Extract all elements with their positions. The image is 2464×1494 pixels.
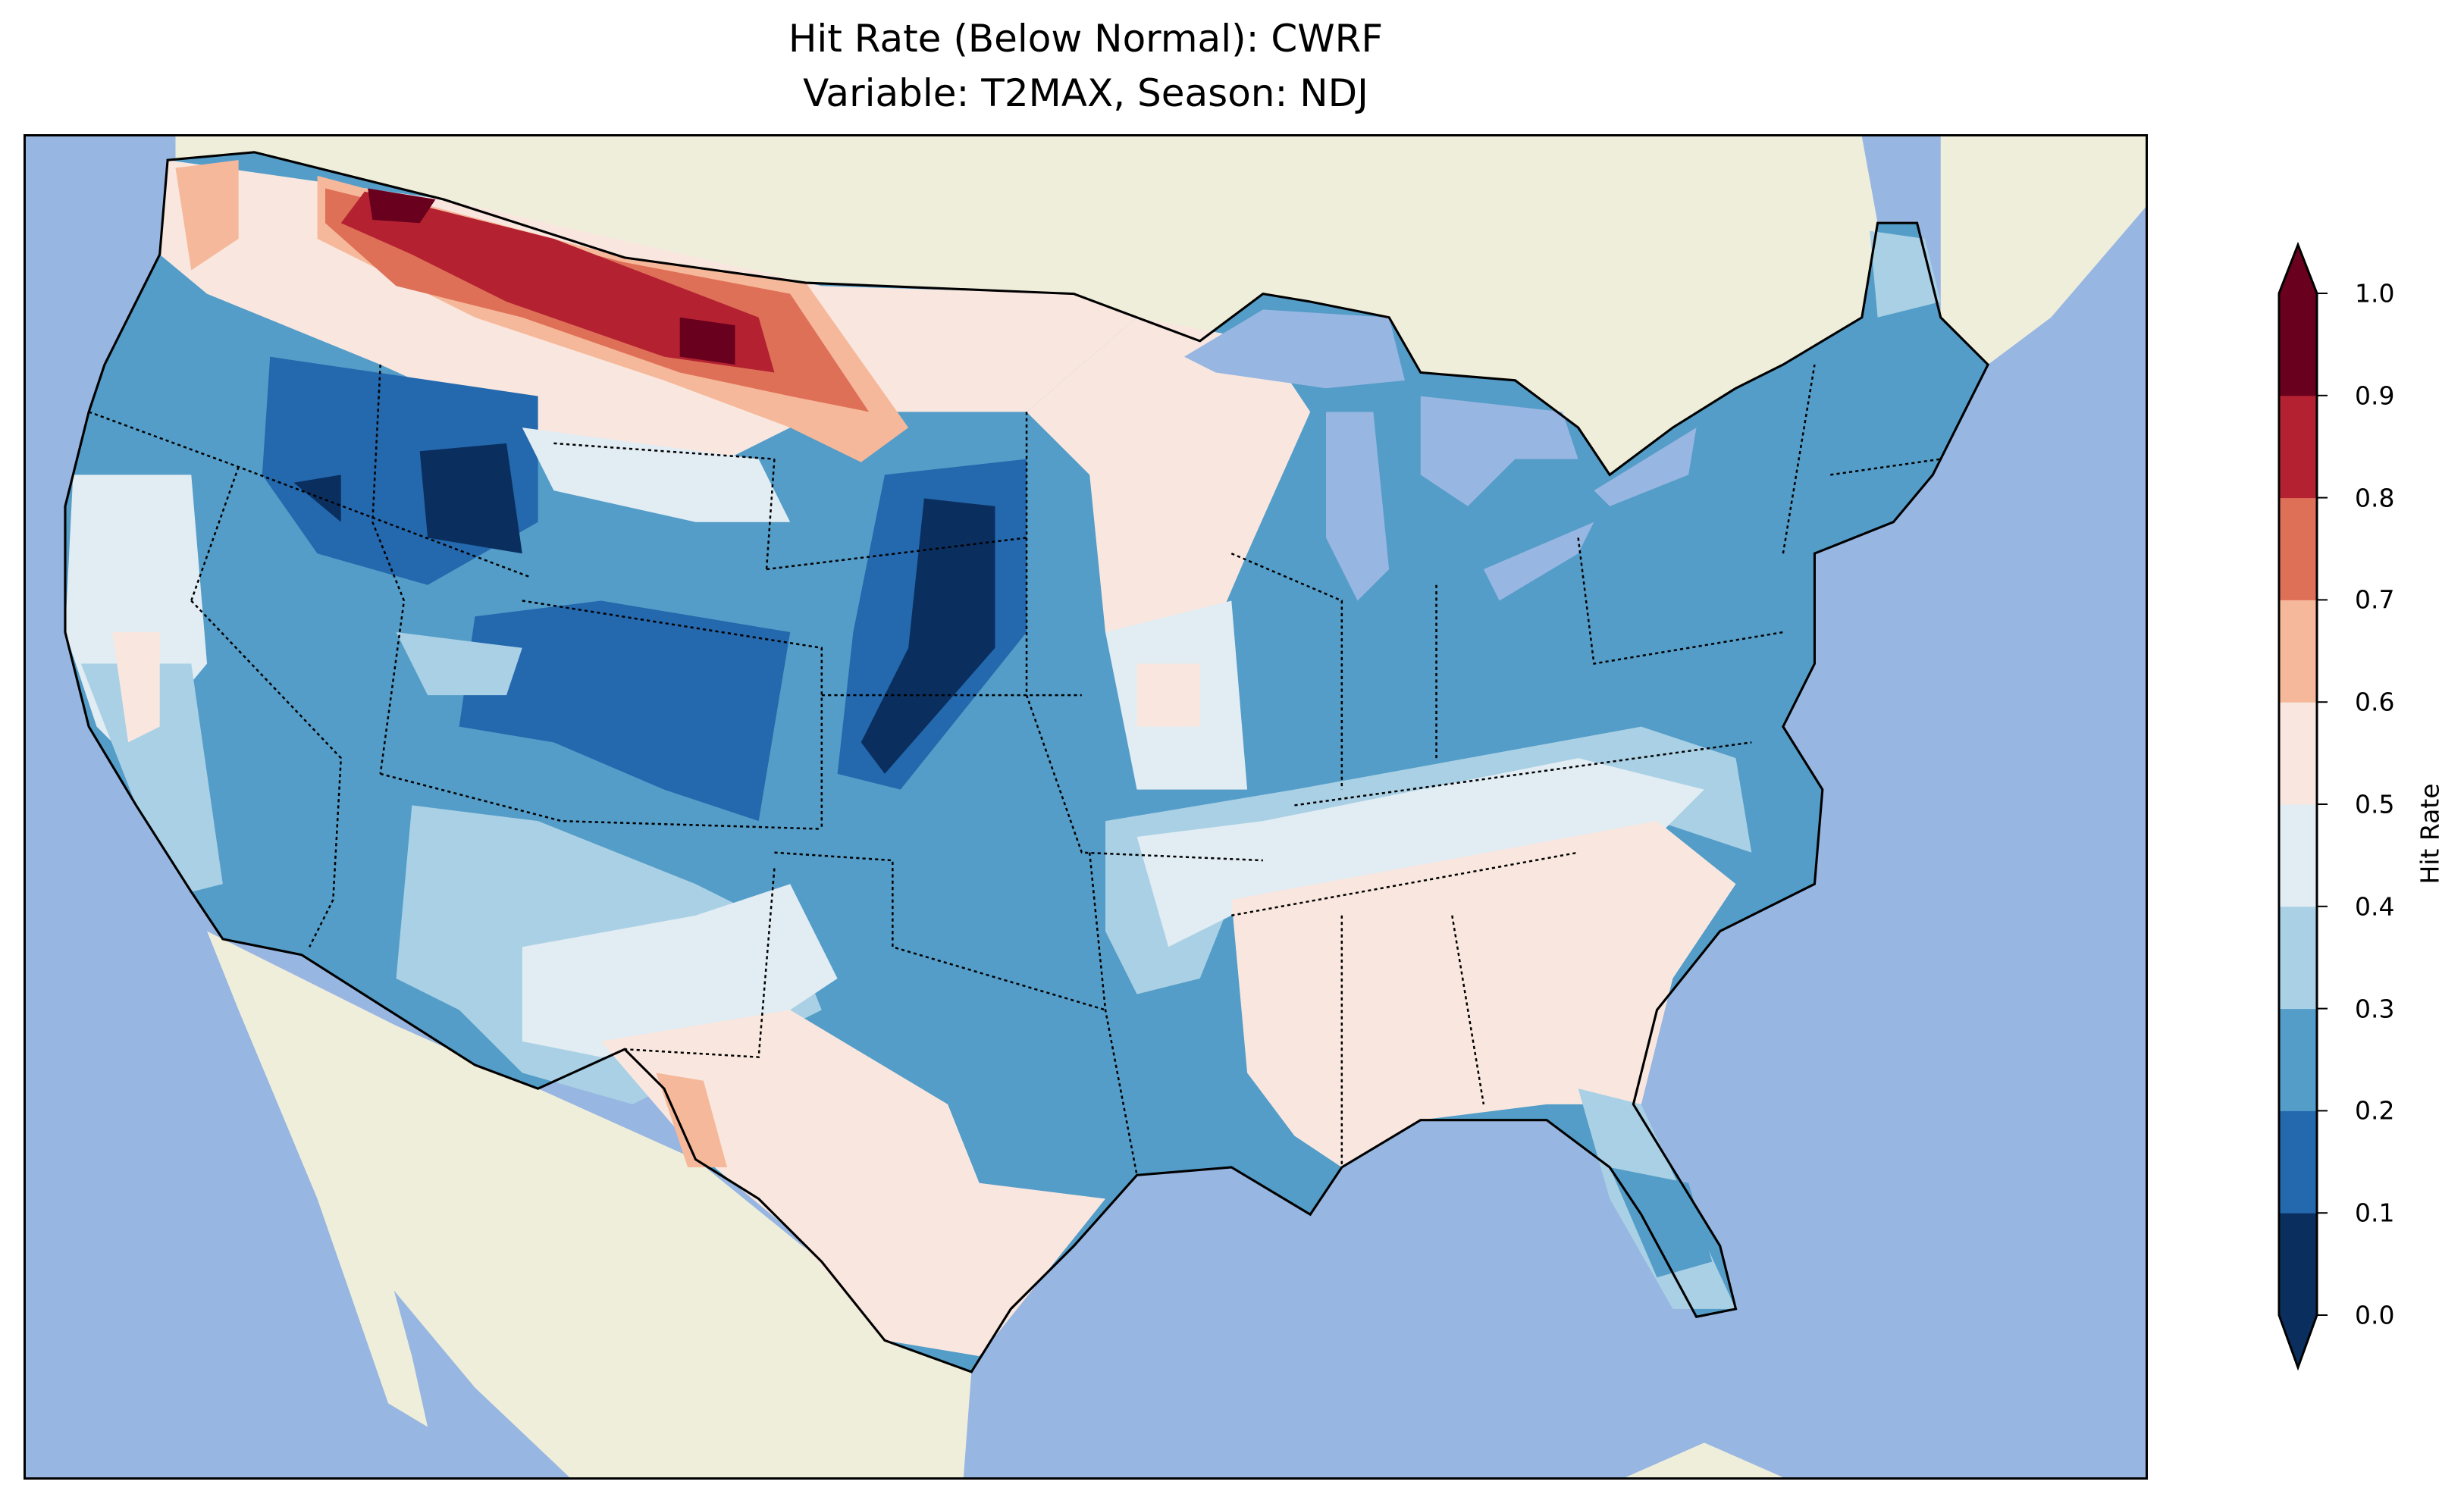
hit-rate-region-5 [1027, 317, 1311, 664]
hit-rate-region-0 [419, 443, 522, 554]
colorbar-extend-max [2279, 245, 2317, 293]
colorbar-tick-label: 0.3 [2355, 994, 2395, 1024]
colorbar-tick-label: 1.0 [2355, 278, 2395, 309]
hit-rate-region-5 [1136, 663, 1200, 727]
hit-rate-region-0 [861, 498, 995, 774]
great-lake [1183, 309, 1405, 389]
colorbar-segment [2279, 293, 2317, 396]
hit-rate-region-6 [175, 160, 239, 271]
hit-rate-region-0 [293, 475, 341, 522]
colorbar-segment [2279, 395, 2317, 499]
state-border [1294, 741, 1752, 807]
state-border [190, 600, 343, 947]
hit-rate-region-5 [600, 1010, 1105, 1357]
state-border [1231, 851, 1578, 916]
land-area [1625, 1442, 1783, 1477]
colorbar-tick-label: 0.9 [2355, 381, 2395, 411]
state-border [624, 868, 776, 1058]
hit-rate-region-4 [522, 884, 838, 1057]
state-border [371, 364, 406, 775]
colorbar-segment [2279, 497, 2317, 600]
colorbar-tick-label: 0.4 [2355, 891, 2395, 922]
great-lake [1594, 428, 1697, 506]
colorbar [2277, 241, 2328, 1370]
state-border [774, 851, 1106, 1011]
colorbar-tick-label: 0.8 [2355, 483, 2395, 513]
hit-rate-region-5 [1231, 821, 1736, 1167]
land-area [1940, 136, 2146, 365]
colorbar-tick-label: 0.0 [2355, 1300, 2395, 1330]
colorbar-segment [2279, 1110, 2317, 1214]
colorbar-tick-label: 0.7 [2355, 584, 2395, 615]
state-border [1577, 537, 1784, 665]
colorbar-segment [2279, 804, 2317, 907]
colorbar-segment [2279, 702, 2317, 805]
hit-rate-region-3 [80, 663, 223, 892]
state-border [1088, 852, 1138, 1176]
great-lake [1420, 396, 1578, 506]
hit-rate-region-9 [368, 188, 436, 224]
coastline [64, 151, 1990, 1373]
hit-rate-region-6 [656, 1073, 728, 1167]
state-border [553, 442, 775, 460]
land-area [207, 931, 972, 1477]
colorbar-tick-label: 0.5 [2355, 789, 2395, 819]
colorbar-tick-label: 0.1 [2355, 1198, 2395, 1228]
great-lake [1483, 521, 1594, 601]
land-area [175, 136, 1878, 475]
colorbar-label: Hit Rate [2415, 783, 2445, 885]
state-border [522, 600, 823, 829]
state-border [1025, 412, 1263, 862]
great-lake [1326, 412, 1390, 601]
state-border [380, 772, 822, 830]
colorbar-segment [2279, 906, 2317, 1010]
state-border [1451, 915, 1485, 1105]
colorbar-tick-label: 0.6 [2355, 687, 2395, 717]
state-border [1230, 553, 1343, 790]
colorbar-segment [2279, 600, 2317, 703]
colorbar-segment [2279, 1008, 2317, 1111]
hit-rate-region-5 [112, 632, 160, 743]
state-border [190, 466, 240, 601]
hit-rate-region-3 [396, 632, 522, 696]
map-plot [24, 134, 2148, 1480]
land-area [277, 978, 428, 1427]
colorbar-tick-label: 0.2 [2355, 1095, 2395, 1126]
hit-rate-region-3 [1870, 230, 1941, 318]
hit-rate-region-8 [340, 191, 775, 373]
colorbar-extend-min [2279, 1315, 2317, 1367]
hit-rate-region-1 [459, 600, 791, 822]
state-border [1782, 364, 1816, 554]
chart-subtitle: Variable: T2MAX, Season: NDJ [803, 71, 1368, 115]
colorbar-segment [2279, 1213, 2317, 1316]
hit-rate-region-9 [679, 317, 735, 365]
chart-title: Hit Rate (Below Normal): CWRF [788, 17, 1384, 61]
hit-rate-region-2 [1610, 1167, 1713, 1278]
